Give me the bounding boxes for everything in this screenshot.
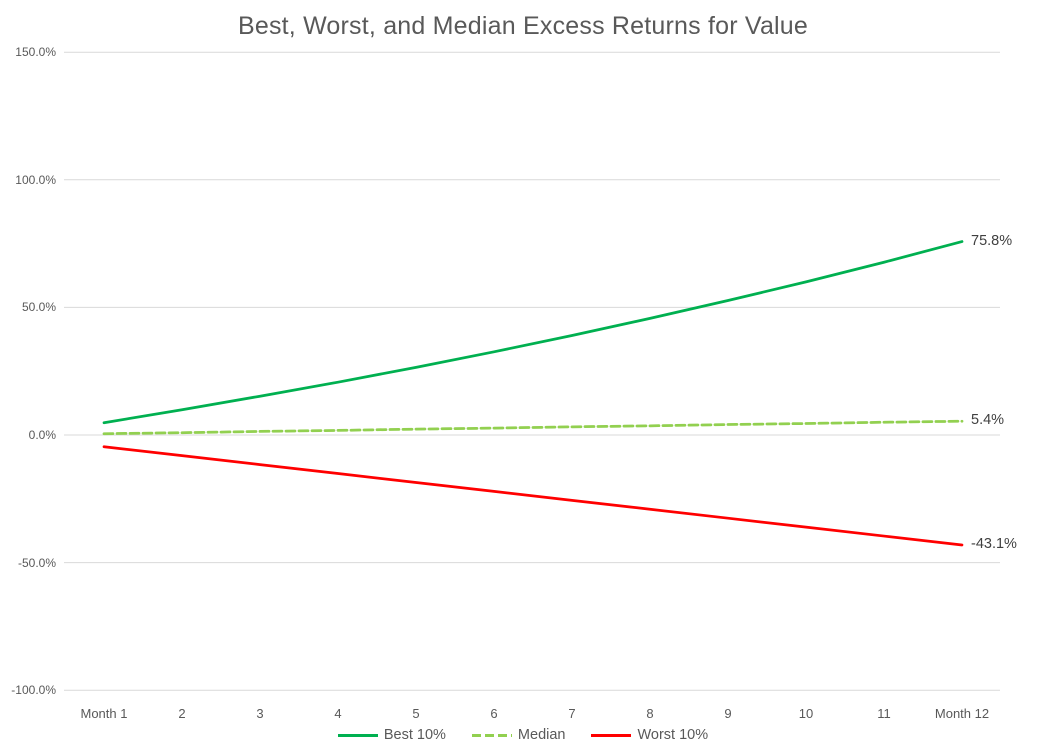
x-axis-tick-label: 9: [724, 706, 732, 721]
series-line-median: [102, 419, 964, 436]
y-axis-tick-label: 100.0%: [15, 172, 56, 187]
chart-title: Best, Worst, and Median Excess Returns f…: [237, 12, 809, 40]
legend-label: Median: [517, 727, 566, 743]
legend-label: Best 10%: [383, 727, 446, 743]
x-axis-tick-label: 3: [256, 706, 264, 721]
y-axis-tick-label: 150.0%: [15, 45, 56, 60]
y-axis-tick-label: -100.0%: [11, 683, 56, 698]
x-axis-tick-label: 4: [334, 706, 342, 721]
legend-item-median: Median: [471, 727, 566, 743]
x-axis-tick-label: Month 1: [80, 706, 128, 721]
series-end-data-label: 5.4%: [971, 412, 1005, 429]
legend-label: Worst 10%: [637, 727, 709, 743]
x-axis-tick-label: 7: [568, 706, 576, 721]
series-end-data-label: -43.1%: [971, 535, 1017, 552]
series-line-worst-10-: [102, 445, 964, 547]
x-axis-tick-label: 5: [412, 706, 420, 721]
legend-item-best-10-: Best 10%: [337, 727, 446, 743]
y-axis-tick-label: 0.0%: [28, 428, 56, 442]
y-axis-tick-label: -50.0%: [17, 555, 56, 570]
y-axis-tick-label: 50.0%: [21, 300, 56, 315]
legend-line-swatch: [591, 733, 632, 737]
x-axis-tick-label: 11: [877, 706, 891, 721]
legend-line-swatch: [337, 733, 378, 737]
x-axis-tick-label: 8: [646, 706, 654, 721]
x-axis-tick-label: 2: [178, 706, 186, 721]
legend-item-worst-10-: Worst 10%: [591, 727, 708, 743]
series-end-data-label: 75.8%: [971, 232, 1013, 249]
series-line-best-10-: [102, 240, 964, 425]
legend: Best 10% Median Worst 10%: [0, 727, 1046, 743]
x-axis-tick-label: 6: [490, 706, 498, 721]
x-axis-tick-label: 10: [798, 706, 814, 721]
x-axis-tick-label: Month 12: [934, 706, 990, 721]
legend-line-swatch: [471, 733, 512, 737]
